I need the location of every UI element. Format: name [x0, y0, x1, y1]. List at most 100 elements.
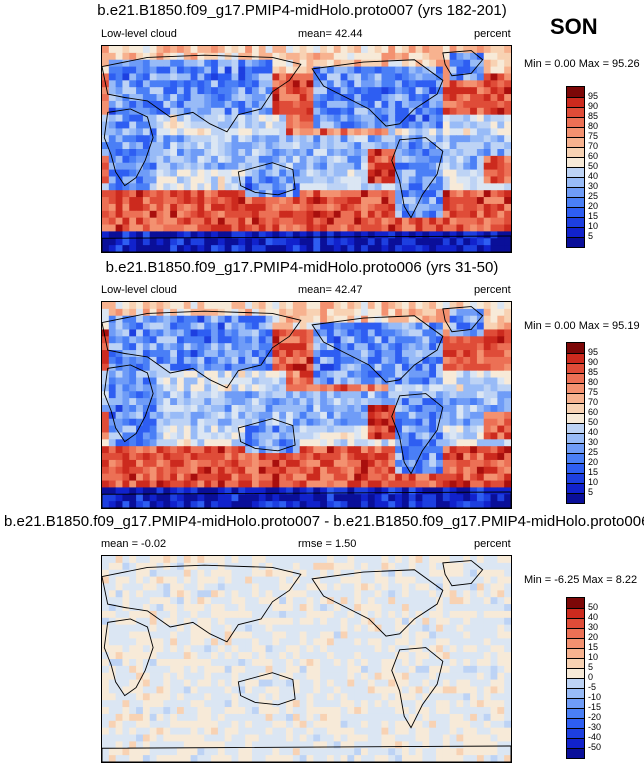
map-cell [381, 197, 389, 205]
map-cell [286, 569, 294, 578]
map-cell [292, 638, 301, 646]
map-cell [367, 624, 376, 633]
map-cell [115, 679, 124, 688]
map-cell [361, 190, 369, 198]
map-cell [136, 569, 144, 578]
map-cell [292, 363, 301, 372]
map-cell [163, 432, 171, 440]
map-cell [286, 377, 294, 385]
map-cell [183, 356, 192, 365]
map-cell [197, 398, 205, 406]
map-cell [422, 645, 430, 653]
map-cell [326, 162, 335, 171]
map-cell [115, 411, 124, 420]
map-cell [142, 210, 151, 219]
map-cell [395, 59, 403, 68]
map-cell [258, 569, 267, 578]
map-cell [408, 46, 417, 54]
map-cell [388, 391, 396, 399]
map-cell [456, 322, 464, 331]
map-cell [299, 128, 308, 136]
map-cell [279, 155, 287, 164]
map-cell [483, 142, 492, 150]
map-cell [333, 190, 342, 198]
map-cell [436, 356, 444, 365]
map-cell [170, 350, 178, 358]
map-cell [347, 94, 355, 102]
map-cell [231, 583, 239, 591]
map-cell [251, 672, 260, 681]
map-cell [217, 197, 226, 205]
map-cell [429, 597, 437, 605]
map-cell [313, 114, 321, 123]
map-cell [313, 652, 321, 660]
map-cell [401, 494, 410, 502]
map-cell [102, 645, 110, 653]
map-cell [129, 350, 137, 358]
map-cell [449, 107, 458, 116]
map-cell [183, 224, 192, 232]
map-cell [108, 329, 117, 337]
map-cell [163, 100, 171, 109]
map-cell [272, 343, 280, 351]
map-cell [456, 128, 464, 136]
map-cell [286, 480, 294, 488]
map-cell [374, 501, 383, 508]
map-cell [224, 322, 233, 331]
map-cell [204, 231, 212, 239]
map-cell [122, 556, 130, 564]
map-cell [204, 562, 212, 571]
map-cell [463, 322, 471, 331]
map-cell [265, 203, 273, 212]
map-cell [313, 562, 321, 571]
map-cell [313, 597, 321, 605]
map-cell [361, 52, 369, 61]
map-cell [381, 391, 389, 399]
map-cell [388, 302, 396, 310]
map-cell [497, 398, 505, 406]
map-cell [272, 370, 280, 379]
map-cell [367, 52, 376, 61]
map-cell [245, 128, 253, 136]
map-cell [408, 183, 417, 191]
map-cell [320, 52, 328, 61]
map-cell [286, 562, 294, 571]
map-cell [279, 370, 287, 379]
map-cell [490, 114, 498, 123]
map-cell [122, 569, 130, 578]
map-cell [136, 176, 144, 184]
map-cell [251, 66, 260, 75]
map-cell [183, 624, 192, 633]
map-cell [136, 59, 144, 68]
panel-3-mean-label: mean = -0.02 [101, 538, 167, 550]
map-cell [463, 94, 471, 102]
map-cell [265, 149, 273, 157]
map-cell [272, 624, 280, 633]
map-cell [490, 135, 498, 143]
map-cell [463, 210, 471, 219]
map-cell [299, 322, 308, 331]
map-cell [245, 576, 253, 585]
map-cell [340, 494, 348, 502]
map-cell [456, 176, 464, 184]
map-cell [449, 391, 458, 399]
map-cell [292, 432, 301, 440]
map-cell [470, 556, 478, 564]
map-cell [340, 336, 348, 344]
map-cell [333, 80, 342, 88]
map-cell [470, 231, 478, 239]
map-cell [381, 569, 389, 578]
map-cell [395, 590, 403, 598]
map-cell [436, 665, 444, 674]
colorbar-segment [567, 383, 584, 393]
map-cell [108, 176, 117, 184]
map-cell [381, 302, 389, 310]
map-cell [170, 238, 178, 246]
map-cell [102, 480, 110, 488]
map-cell [463, 190, 471, 198]
map-cell [374, 155, 383, 164]
map-cell [163, 224, 171, 232]
map-cell [279, 645, 287, 653]
map-cell [238, 217, 246, 226]
map-cell [115, 391, 124, 399]
